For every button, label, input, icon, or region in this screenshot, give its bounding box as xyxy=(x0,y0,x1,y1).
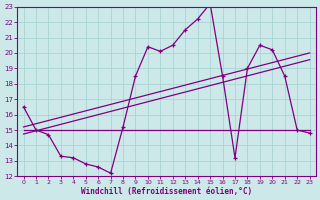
X-axis label: Windchill (Refroidissement éolien,°C): Windchill (Refroidissement éolien,°C) xyxy=(81,187,252,196)
